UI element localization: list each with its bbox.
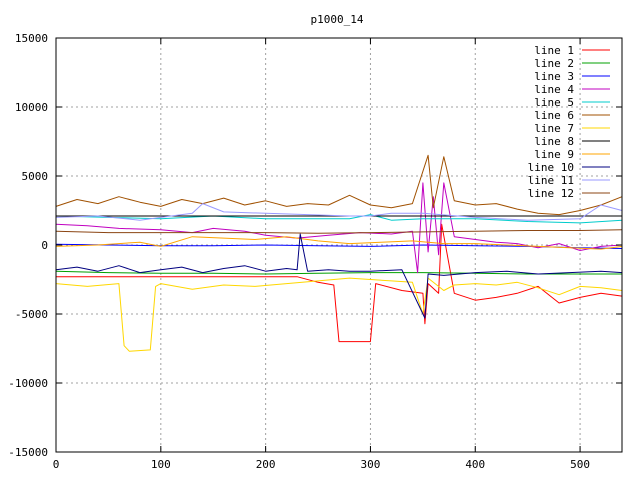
- x-tick-label: 100: [151, 458, 171, 471]
- legend-label: line 2: [534, 57, 574, 70]
- series-line-6: [55, 154, 623, 216]
- legend-label: line 1: [534, 44, 574, 57]
- series-line-7: [55, 277, 623, 352]
- legend-label: line 3: [534, 70, 574, 83]
- legend-label: line 7: [534, 122, 574, 135]
- y-tick-label: 15000: [15, 32, 48, 45]
- x-tick-label: 500: [570, 458, 590, 471]
- x-tick-label: 0: [53, 458, 60, 471]
- y-tick-label: 0: [41, 239, 48, 252]
- legend-label: line 9: [534, 148, 574, 161]
- legend-label: line 8: [534, 135, 574, 148]
- chart-title: p1000_14: [311, 13, 364, 26]
- legend-label: line 12: [528, 187, 574, 200]
- series-line-11: [55, 203, 623, 221]
- y-tick-label: 10000: [15, 101, 48, 114]
- series-layer: [55, 154, 623, 352]
- x-tick-label: 300: [361, 458, 381, 471]
- tick-labels: -15000 -10000 -5000 0 5000 10000 15000 0 100 200 3…: [8, 32, 622, 471]
- x-tick-label: 200: [256, 458, 276, 471]
- legend-label: line 5: [534, 96, 574, 109]
- series-line-9: [55, 236, 623, 250]
- x-tick-label: 400: [465, 458, 485, 471]
- series-line-10: [55, 233, 623, 319]
- series-line-12: [55, 229, 623, 234]
- y-tick-label: 5000: [22, 170, 49, 183]
- legend-label: line 6: [534, 109, 574, 122]
- y-tick-label: -5000: [15, 308, 48, 321]
- y-tick-label: -10000: [8, 377, 48, 390]
- legend-label: line 10: [528, 161, 574, 174]
- legend-label: line 4: [534, 83, 574, 96]
- y-tick-label: -15000: [8, 446, 48, 459]
- series-line-5: [55, 214, 623, 224]
- legend-label: line 11: [528, 174, 574, 187]
